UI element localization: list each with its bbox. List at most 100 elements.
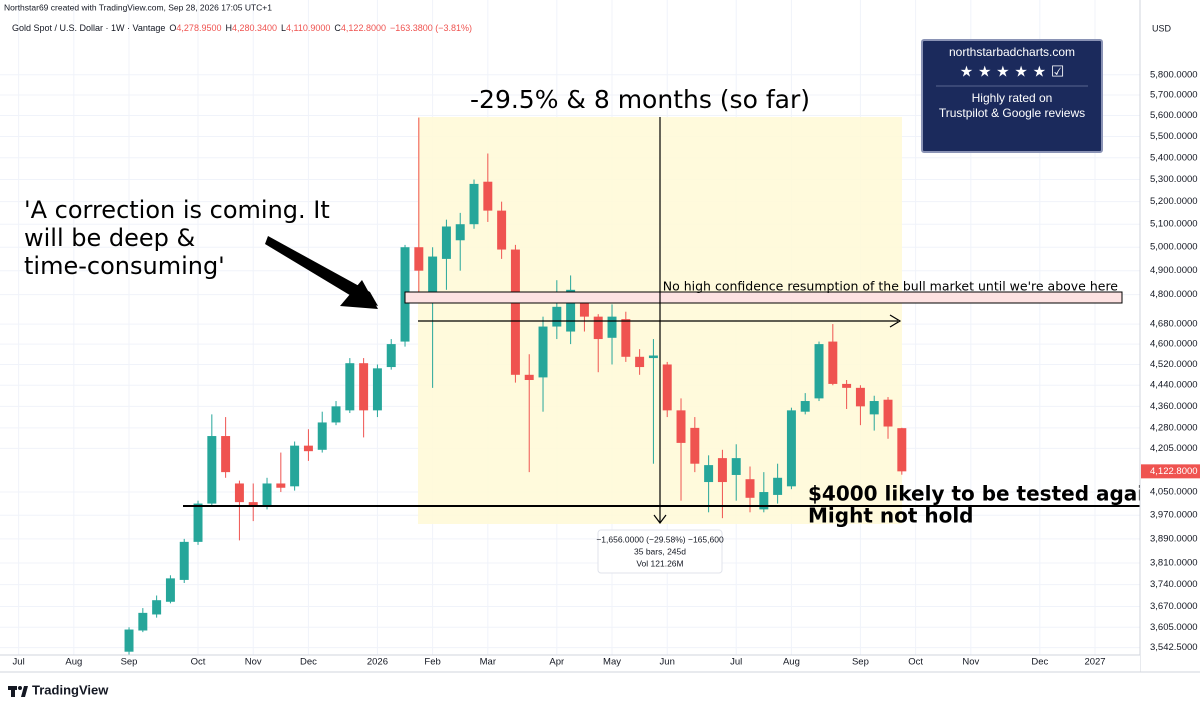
x-tick-label: Aug xyxy=(65,657,82,668)
x-tick-label: 2026 xyxy=(367,657,388,668)
candle-body xyxy=(290,445,300,487)
candle-body xyxy=(593,316,603,340)
x-tick-label: Sep xyxy=(852,657,869,668)
candle-body xyxy=(869,401,879,415)
ohlc-key: C xyxy=(334,23,341,33)
x-tick-label: Jul xyxy=(13,657,25,668)
candle-body xyxy=(552,306,562,327)
candle-body xyxy=(317,422,327,450)
support-note: Might not hold xyxy=(808,504,974,528)
candle-body xyxy=(855,387,865,407)
candle-body xyxy=(607,316,617,338)
x-tick-label: May xyxy=(603,657,621,668)
x-tick-label: Jul xyxy=(730,657,742,668)
x-tick-label: Aug xyxy=(783,657,800,668)
candle-body xyxy=(248,502,258,507)
measure-box xyxy=(597,529,723,574)
y-tick-label: 5,400.0000 xyxy=(1150,152,1198,163)
candle-body xyxy=(372,368,382,411)
x-tick-label: Nov xyxy=(962,657,979,668)
candle-body xyxy=(731,458,741,475)
badge-text: Trustpilot & Google reviews xyxy=(939,106,1085,120)
x-tick-label: Nov xyxy=(245,657,262,668)
candle-body xyxy=(207,436,217,504)
candle-body xyxy=(704,465,714,483)
candle-body xyxy=(786,410,796,487)
candle-body xyxy=(124,629,134,652)
x-tick-label: Dec xyxy=(300,657,317,668)
candle-body xyxy=(345,363,355,411)
badge-text: Highly rated on xyxy=(972,91,1053,105)
y-tick-label: 3,810.0000 xyxy=(1150,558,1198,569)
candle-body xyxy=(303,445,313,452)
x-tick-label: Feb xyxy=(424,657,440,668)
candle-body xyxy=(745,479,755,498)
candle-body xyxy=(828,341,838,384)
candles xyxy=(124,117,907,655)
candle-body xyxy=(165,578,175,602)
candle-body xyxy=(662,364,672,411)
candle-body xyxy=(621,319,631,357)
axes: 5,800.0000 5,700.0000 5,600.0000 5,500.0000… xyxy=(13,69,1200,668)
badge-rating: ★ ★ ★ ★ ★ ☑ xyxy=(960,63,1065,81)
y-tick-label: 5,200.0000 xyxy=(1150,196,1198,207)
candle-body xyxy=(842,383,852,388)
candle-body xyxy=(510,249,520,375)
arrow-head xyxy=(889,314,902,328)
badge xyxy=(921,39,1103,153)
candle-body xyxy=(648,355,658,359)
candle-body xyxy=(359,363,369,411)
candle-body xyxy=(386,344,396,368)
quote-line: 'A correction is coming. It xyxy=(24,196,330,224)
candle-body xyxy=(690,427,700,464)
candle-body xyxy=(759,492,769,510)
ohlc-value: 4,110.9000 xyxy=(286,23,330,33)
candle-body xyxy=(179,541,189,580)
candle-body xyxy=(635,356,645,368)
measure-text: Vol 121.26M xyxy=(636,558,683,568)
candle-body xyxy=(455,224,465,241)
candle-body xyxy=(441,226,451,259)
x-tick-label: Jun xyxy=(660,657,675,668)
measure-arrow xyxy=(653,514,667,524)
y-tick-label: 4,800.0000 xyxy=(1150,289,1198,300)
x-tick-label: Dec xyxy=(1031,657,1048,668)
y-tick-label: 4,280.0000 xyxy=(1150,422,1198,433)
candle-body xyxy=(800,401,810,412)
x-tick-label: Oct xyxy=(908,657,923,668)
y-tick-label: 3,890.0000 xyxy=(1150,533,1198,544)
candle-body xyxy=(428,256,438,298)
y-tick-label: 4,680.0000 xyxy=(1150,319,1198,330)
y-tick-label: 5,700.0000 xyxy=(1150,89,1198,100)
band-note: No high confidence resumption of the bul… xyxy=(663,279,1119,294)
pointer-arrow-head xyxy=(340,280,378,309)
change: −163.3800 (−3.81%) xyxy=(390,23,472,33)
currency: USD xyxy=(1152,23,1172,33)
y-tick-label: 4,600.0000 xyxy=(1150,339,1198,350)
candle-body xyxy=(152,600,162,615)
candle-body xyxy=(773,477,783,495)
y-tick-label: 5,800.0000 xyxy=(1150,69,1198,80)
candle-body xyxy=(897,428,907,472)
y-tick-label: 5,300.0000 xyxy=(1150,174,1198,185)
ohlc-value: 4,278.9500 xyxy=(176,23,221,33)
candle-body xyxy=(717,458,727,483)
y-tick-label: 3,670.0000 xyxy=(1150,601,1198,612)
y-tick-label: 4,205.0000 xyxy=(1150,443,1198,454)
quote-line: time-consuming' xyxy=(24,252,225,280)
pointer-arrow xyxy=(265,236,378,306)
x-tick-label: Sep xyxy=(121,657,138,668)
y-tick-label: 4,520.0000 xyxy=(1150,359,1198,370)
candle-body xyxy=(276,483,286,488)
candle-body xyxy=(883,399,893,427)
candle-body xyxy=(331,406,341,423)
candle-body xyxy=(483,181,493,211)
resistance-band xyxy=(404,291,1123,304)
candle-body xyxy=(814,344,824,399)
x-tick-label: Mar xyxy=(480,657,496,668)
candle-body xyxy=(138,612,148,631)
y-tick-label: 4,050.0000 xyxy=(1150,487,1198,498)
candle-body xyxy=(579,301,589,317)
quote-line: will be deep & xyxy=(24,224,195,252)
